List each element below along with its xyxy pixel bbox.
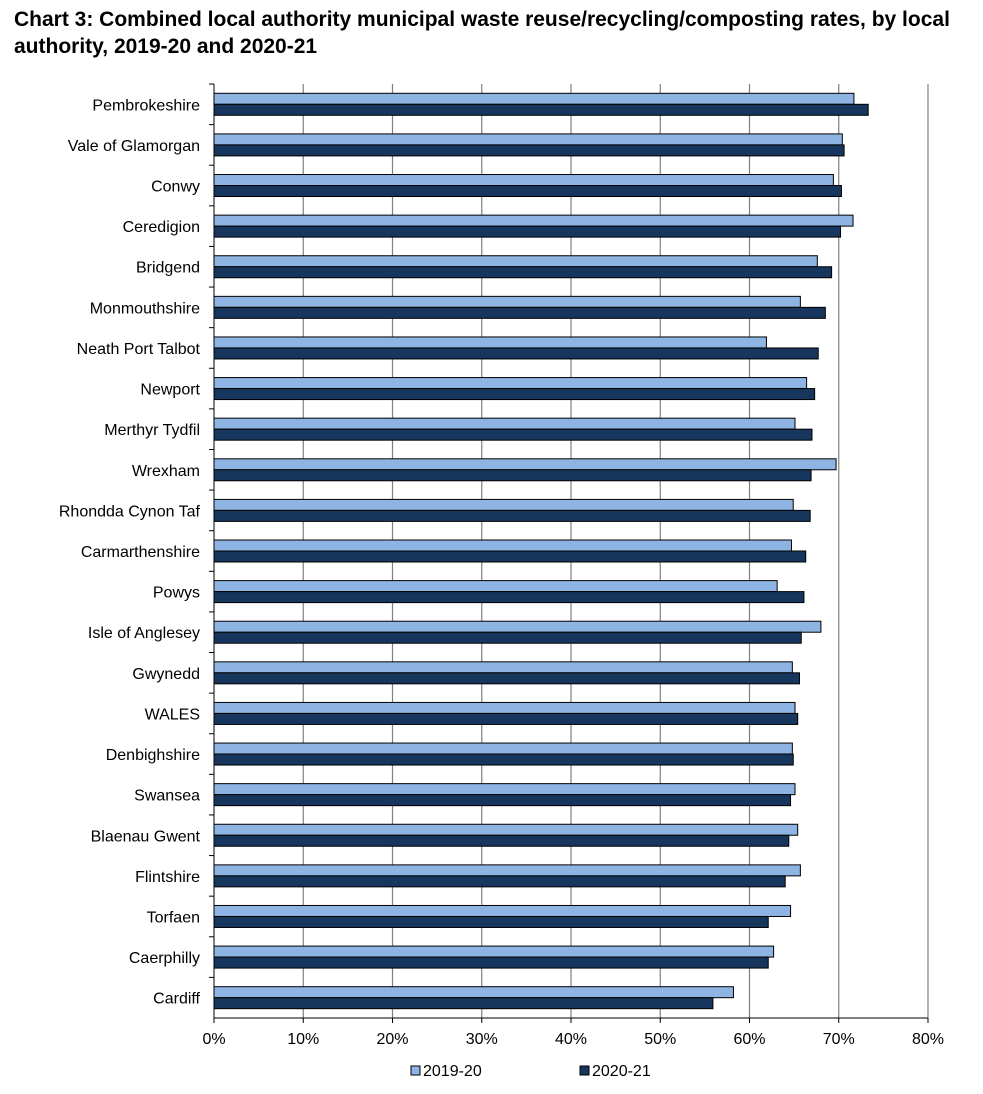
category-label: Monmouthshire <box>90 300 200 317</box>
bar <box>213 701 796 714</box>
bar <box>213 834 790 847</box>
category-label: Merthyr Tydfil <box>104 422 200 439</box>
bar <box>213 712 799 725</box>
category-labels: Pembrokeshire Vale of Glamorgan Conwy Cered… <box>59 97 201 1007</box>
x-tick-label: 30% <box>466 1031 498 1048</box>
bar <box>213 428 813 441</box>
bar <box>213 469 812 482</box>
bar <box>213 672 800 685</box>
legend: 2019-20 2020-21 <box>410 1063 651 1080</box>
bar <box>213 661 793 674</box>
x-tick-label: 60% <box>733 1031 765 1048</box>
bar <box>213 336 767 349</box>
category-label: Torfaen <box>147 909 200 926</box>
axes <box>209 83 929 1023</box>
bars <box>213 92 869 1010</box>
bar <box>213 347 819 360</box>
bar <box>213 591 805 604</box>
bar <box>213 295 801 308</box>
gridlines <box>302 84 929 1018</box>
bar <box>213 620 822 633</box>
bar <box>213 306 826 319</box>
bar <box>213 103 869 116</box>
bar <box>213 377 808 390</box>
bar <box>213 174 834 187</box>
category-label: Neath Port Talbot <box>77 341 201 358</box>
category-label: Carmarthenshire <box>81 544 200 561</box>
bar <box>213 904 792 917</box>
bar <box>213 255 818 268</box>
chart-title: Chart 3: Combined local authority munici… <box>14 8 950 58</box>
category-label: Caerphilly <box>129 950 200 967</box>
category-label: Cardiff <box>153 991 200 1008</box>
category-label: Vale of Glamorgan <box>68 138 200 155</box>
bar <box>213 539 792 552</box>
tick-labels: 0% 10% 20% 30% 40% 50% 60% 70% 80% <box>202 1031 944 1048</box>
bar <box>213 823 799 836</box>
x-tick-label: 70% <box>823 1031 855 1048</box>
category-label: Bridgend <box>136 260 200 277</box>
category-label: Rhondda Cynon Taf <box>59 503 201 520</box>
bar <box>213 875 786 888</box>
category-label: Denbighshire <box>106 747 200 764</box>
x-tick-label: 40% <box>555 1031 587 1048</box>
category-label: Pembrokeshire <box>92 97 200 114</box>
bar <box>213 550 807 563</box>
bar <box>213 498 794 511</box>
category-label: WALES <box>145 706 200 723</box>
bar <box>213 753 794 766</box>
bar <box>213 144 845 157</box>
bar <box>213 133 843 146</box>
bar <box>213 458 837 471</box>
category-label: Blaenau Gwent <box>91 828 201 845</box>
bar <box>213 945 775 958</box>
x-tick-label: 20% <box>376 1031 408 1048</box>
category-label: Swansea <box>134 788 200 805</box>
legend-swatch <box>410 1065 421 1076</box>
category-label: Conwy <box>151 179 200 196</box>
category-label: Flintshire <box>135 869 200 886</box>
bar <box>213 794 792 807</box>
bar <box>213 986 734 999</box>
legend-swatch <box>579 1065 590 1076</box>
bar <box>213 185 842 198</box>
category-label: Isle of Anglesey <box>88 625 200 642</box>
bar <box>213 580 778 593</box>
x-tick-label: 10% <box>287 1031 319 1048</box>
category-label: Ceredigion <box>123 219 200 236</box>
bar <box>213 956 769 969</box>
bar <box>213 417 796 430</box>
bar <box>213 509 811 522</box>
bar <box>213 214 854 227</box>
x-tick-label: 80% <box>912 1031 944 1048</box>
category-label: Gwynedd <box>132 666 200 683</box>
bar <box>213 92 855 105</box>
bar <box>213 997 714 1010</box>
x-tick-label: 0% <box>202 1031 225 1048</box>
bar <box>213 225 842 238</box>
category-label: Powys <box>153 585 200 602</box>
category-label: Wrexham <box>132 463 200 480</box>
legend-label: 2020-21 <box>592 1063 651 1080</box>
category-label: Newport <box>140 382 200 399</box>
bar <box>213 742 793 755</box>
bar <box>213 631 802 644</box>
x-tick-label: 50% <box>644 1031 676 1048</box>
legend-label: 2019-20 <box>423 1063 482 1080</box>
bar <box>213 864 801 877</box>
bar <box>213 388 816 401</box>
bar <box>213 266 833 279</box>
bar <box>213 783 796 796</box>
bar <box>213 915 769 928</box>
